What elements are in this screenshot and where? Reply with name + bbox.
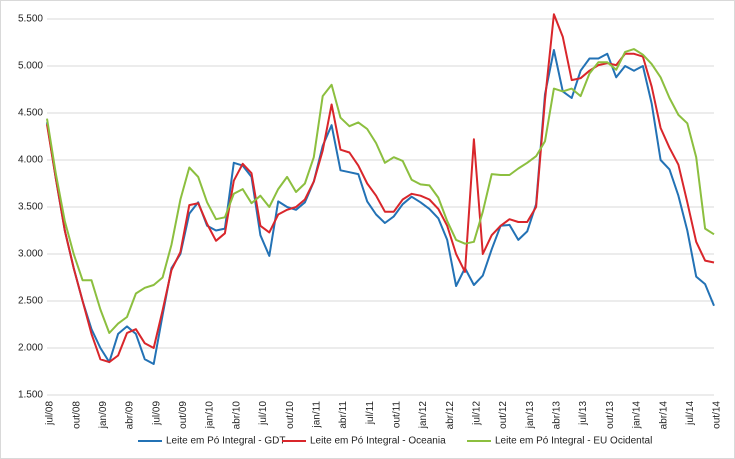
x-tick-label: jan/09 [98, 401, 109, 430]
x-tick-label: out/08 [71, 401, 82, 429]
x-tick-label: jul/10 [258, 401, 269, 426]
x-tick-label: jul/09 [151, 401, 162, 426]
x-tick-label: jan/11 [311, 401, 322, 429]
x-tick-label: jul/08 [45, 401, 56, 426]
series-line [46, 13, 715, 364]
y-tick-label: 5.500 [18, 14, 43, 25]
x-tick-label: abr/09 [125, 401, 136, 430]
x-tick-label: abr/12 [445, 401, 456, 430]
x-tick-label: abr/10 [231, 401, 242, 430]
x-tick-label: jul/12 [472, 401, 483, 426]
legend-label: Leite em Pó Integral - GDT [166, 436, 286, 447]
y-tick-label: 1.500 [18, 390, 43, 401]
x-tick-label: abr/13 [552, 401, 563, 430]
x-tick-label: jul/14 [685, 401, 696, 426]
x-tick-label: out/11 [391, 401, 402, 428]
y-tick-label: 3.500 [18, 202, 43, 213]
y-tick-label: 2.500 [18, 296, 43, 307]
x-tick-label: jan/13 [525, 401, 536, 430]
legend-label: Leite em Pó Integral - Oceania [310, 436, 446, 447]
x-tick-label: jan/12 [418, 401, 429, 430]
y-tick-label: 2.000 [18, 343, 43, 354]
y-tick-label: 4.000 [18, 155, 43, 166]
y-tick-label: 4.500 [18, 108, 43, 119]
x-tick-label: out/14 [712, 401, 723, 429]
x-tick-label: out/12 [498, 401, 509, 429]
x-tick-label: jan/14 [632, 401, 643, 430]
x-tick-label: jan/10 [205, 401, 216, 430]
legend-label: Leite em Pó Integral - EU Ocidental [495, 436, 652, 447]
y-tick-label: 3.000 [18, 249, 43, 260]
x-tick-label: jul/11 [365, 401, 376, 426]
x-tick-label: jul/13 [578, 401, 589, 426]
x-tick-label: out/13 [605, 401, 616, 429]
x-tick-label: abr/11 [338, 401, 349, 429]
x-tick-label: abr/14 [658, 401, 669, 430]
series-line [46, 48, 715, 334]
series-line [46, 49, 715, 365]
y-tick-label: 5.000 [18, 61, 43, 72]
x-tick-label: out/09 [178, 401, 189, 429]
x-tick-label: out/10 [285, 401, 296, 429]
